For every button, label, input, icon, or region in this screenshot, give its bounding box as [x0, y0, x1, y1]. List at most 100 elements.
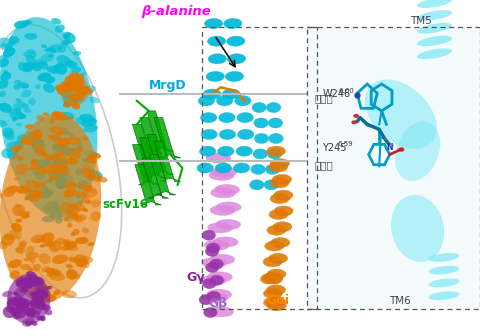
Ellipse shape: [263, 257, 282, 267]
Ellipse shape: [49, 273, 65, 281]
Ellipse shape: [79, 256, 93, 264]
Ellipse shape: [203, 293, 228, 303]
Ellipse shape: [36, 150, 46, 156]
Ellipse shape: [58, 45, 67, 52]
Ellipse shape: [50, 48, 56, 52]
Ellipse shape: [57, 88, 67, 94]
Ellipse shape: [24, 33, 37, 40]
Ellipse shape: [45, 47, 52, 52]
Ellipse shape: [41, 189, 52, 198]
Ellipse shape: [24, 211, 30, 216]
Ellipse shape: [227, 36, 245, 46]
Ellipse shape: [15, 163, 28, 175]
Ellipse shape: [18, 210, 28, 218]
Ellipse shape: [216, 219, 240, 229]
Ellipse shape: [261, 274, 277, 284]
Ellipse shape: [55, 25, 65, 33]
Ellipse shape: [89, 170, 103, 179]
Ellipse shape: [56, 177, 68, 184]
Ellipse shape: [61, 40, 70, 45]
Ellipse shape: [222, 89, 240, 99]
Ellipse shape: [66, 208, 72, 213]
Ellipse shape: [55, 137, 65, 144]
Ellipse shape: [67, 87, 72, 91]
Ellipse shape: [29, 292, 39, 298]
Ellipse shape: [45, 243, 51, 247]
Ellipse shape: [15, 304, 25, 313]
Ellipse shape: [73, 90, 86, 98]
Ellipse shape: [81, 196, 90, 204]
Ellipse shape: [210, 254, 235, 264]
Ellipse shape: [88, 155, 97, 164]
Ellipse shape: [57, 55, 71, 66]
Ellipse shape: [28, 190, 37, 197]
Ellipse shape: [15, 185, 31, 194]
Ellipse shape: [264, 297, 280, 307]
Ellipse shape: [63, 99, 68, 104]
Ellipse shape: [49, 176, 56, 180]
Ellipse shape: [3, 47, 15, 57]
Ellipse shape: [50, 269, 61, 276]
Ellipse shape: [80, 238, 86, 242]
Ellipse shape: [391, 195, 444, 262]
Ellipse shape: [84, 199, 93, 204]
Text: Gβ: Gβ: [209, 297, 228, 310]
Ellipse shape: [35, 285, 46, 293]
Ellipse shape: [45, 178, 54, 183]
Ellipse shape: [55, 177, 68, 189]
Ellipse shape: [16, 155, 24, 160]
Ellipse shape: [10, 36, 20, 43]
Ellipse shape: [60, 202, 73, 214]
Ellipse shape: [16, 98, 22, 102]
Ellipse shape: [53, 290, 61, 295]
Ellipse shape: [14, 20, 28, 29]
Ellipse shape: [84, 185, 92, 191]
Ellipse shape: [73, 80, 84, 86]
Ellipse shape: [3, 70, 8, 75]
Ellipse shape: [40, 144, 46, 147]
Ellipse shape: [56, 217, 63, 224]
Ellipse shape: [213, 237, 238, 247]
Ellipse shape: [46, 286, 52, 290]
Ellipse shape: [44, 309, 52, 315]
Ellipse shape: [63, 131, 71, 135]
Ellipse shape: [71, 67, 82, 73]
Ellipse shape: [66, 181, 76, 187]
Ellipse shape: [13, 178, 19, 181]
Ellipse shape: [16, 112, 26, 119]
Ellipse shape: [26, 252, 39, 259]
Ellipse shape: [254, 118, 268, 128]
Ellipse shape: [238, 129, 254, 139]
Ellipse shape: [47, 163, 59, 174]
Ellipse shape: [210, 275, 224, 285]
Ellipse shape: [73, 82, 84, 90]
Ellipse shape: [25, 131, 40, 142]
Ellipse shape: [53, 159, 69, 167]
Ellipse shape: [274, 190, 293, 200]
Ellipse shape: [67, 182, 77, 188]
Ellipse shape: [26, 194, 36, 201]
Ellipse shape: [266, 297, 283, 307]
Ellipse shape: [50, 201, 60, 207]
Text: TM6: TM6: [389, 296, 410, 306]
Ellipse shape: [268, 118, 283, 128]
Ellipse shape: [82, 164, 93, 173]
Ellipse shape: [48, 156, 55, 160]
Ellipse shape: [253, 149, 267, 159]
Ellipse shape: [37, 72, 51, 81]
Ellipse shape: [66, 264, 73, 269]
Ellipse shape: [365, 80, 437, 149]
Ellipse shape: [351, 120, 357, 124]
Ellipse shape: [63, 148, 78, 156]
Ellipse shape: [48, 44, 62, 53]
Ellipse shape: [270, 178, 289, 188]
Ellipse shape: [30, 192, 42, 198]
Ellipse shape: [87, 173, 96, 181]
Ellipse shape: [207, 223, 232, 233]
Ellipse shape: [41, 291, 51, 299]
Ellipse shape: [14, 80, 21, 84]
Ellipse shape: [25, 274, 37, 281]
Ellipse shape: [24, 196, 29, 201]
Ellipse shape: [31, 139, 45, 147]
Ellipse shape: [233, 163, 250, 173]
